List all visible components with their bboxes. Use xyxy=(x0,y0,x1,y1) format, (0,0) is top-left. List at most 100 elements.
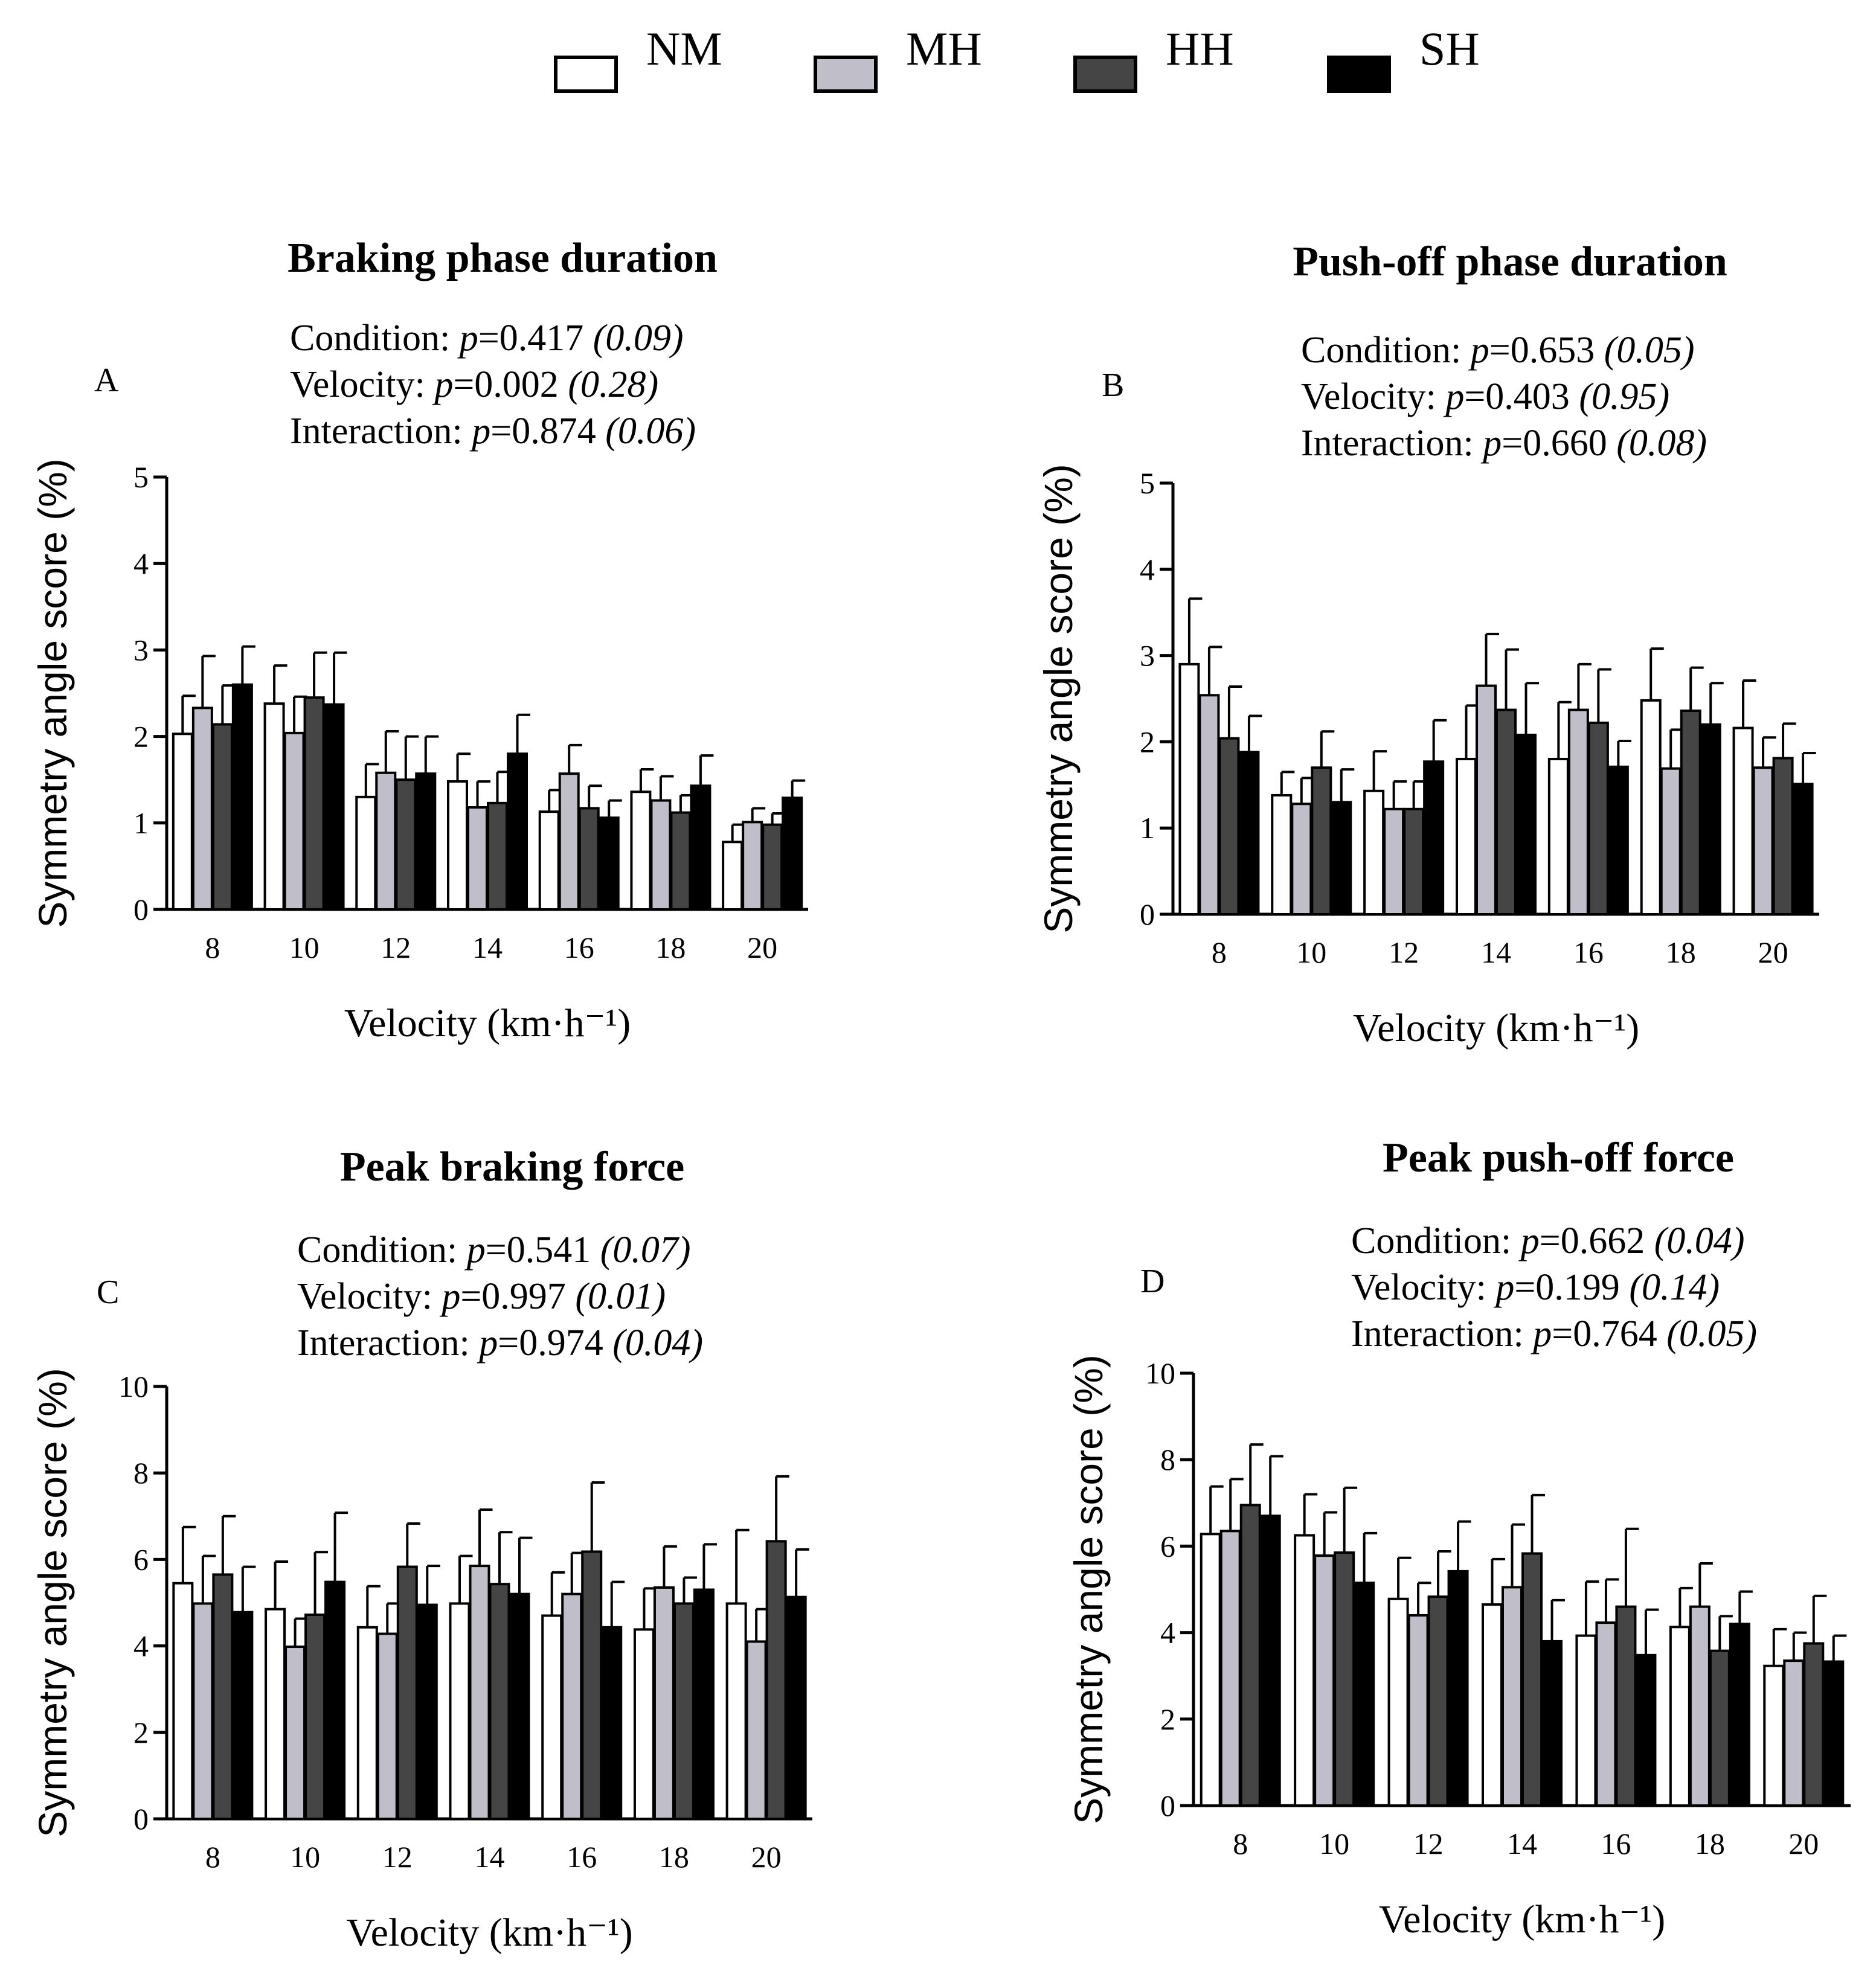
panel-c-ytick-label: 8 xyxy=(133,1456,149,1490)
legend-label-sh: SH xyxy=(1419,22,1480,75)
panel-a-bar-hh-8 xyxy=(211,723,233,911)
panel-a-bar-nm-14 xyxy=(447,780,468,911)
panel-d-bar-mh-10 xyxy=(1314,1554,1335,1807)
panel-a-xtick-label: 12 xyxy=(381,931,411,964)
panel-a-ytick-label: 3 xyxy=(133,633,149,667)
panel-d-bar-hh-20 xyxy=(1803,1642,1825,1807)
panel-b-bar-hh-12 xyxy=(1403,807,1425,916)
panel-d-title: Peak push-off force xyxy=(1383,1135,1734,1181)
legend-swatch-sh xyxy=(1327,56,1391,93)
panel-b-bar-sh-12 xyxy=(1423,760,1445,916)
panel-a-bar-mh-10 xyxy=(283,731,305,911)
panel-a-xtick-label: 18 xyxy=(655,931,686,964)
panel-b-bar-sh-14 xyxy=(1515,733,1537,915)
panel-b-bar-sh-16 xyxy=(1607,765,1629,916)
panel-d-bar-nm-16 xyxy=(1575,1634,1597,1807)
panel-d-bar-mh-18 xyxy=(1689,1605,1711,1807)
panel-d-bar-hh-10 xyxy=(1334,1551,1355,1807)
panel-b-ytick-label: 1 xyxy=(1140,811,1155,845)
panel-d-bar-hh-12 xyxy=(1427,1595,1449,1807)
panel-d-ytick-label: 4 xyxy=(1160,1616,1175,1650)
panel-b-bar-sh-18 xyxy=(1700,723,1721,915)
panel-a-ytick-label: 5 xyxy=(133,460,149,494)
panel-b-stat-1: Condition: p=0.653 (0.05) xyxy=(1301,330,1695,371)
panel-b-bar-hh-20 xyxy=(1772,757,1794,915)
panel-c-bar-hh-14 xyxy=(489,1583,510,1820)
panel-b-bar-mh-10 xyxy=(1291,803,1312,915)
panel-c-x-axis-label: Velocity (km·h⁻¹) xyxy=(346,1911,632,1955)
panel-d-bar-sh-8 xyxy=(1259,1514,1281,1807)
panel-b-bar-sh-10 xyxy=(1331,801,1352,915)
panel-a-ytick-label: 2 xyxy=(133,720,149,754)
panel-a-xtick-label: 8 xyxy=(205,931,220,964)
panel-b-letter: B xyxy=(1102,367,1124,404)
panel-a-bar-sh-20 xyxy=(782,796,803,911)
panel-b-bar-hh-14 xyxy=(1495,708,1517,915)
panel-c-ytick-label: 2 xyxy=(133,1716,149,1749)
panel-d-bar-nm-12 xyxy=(1387,1597,1409,1807)
panel-b-bar-hh-10 xyxy=(1311,766,1332,915)
panel-d-bar-nm-18 xyxy=(1669,1626,1691,1807)
panel-c-bar-nm-16 xyxy=(541,1614,563,1820)
chart-panels: Braking phase duration Condition: p=0.417… xyxy=(30,235,1851,1955)
panel-d-bar-sh-20 xyxy=(1823,1660,1845,1807)
panel-b-bar-sh-8 xyxy=(1238,751,1260,915)
panel-a-bar-hh-16 xyxy=(578,807,600,911)
panel-d-bar-hh-18 xyxy=(1709,1649,1730,1807)
panel-d-bar-mh-20 xyxy=(1783,1659,1805,1807)
panel-a-bar-mh-12 xyxy=(375,771,397,911)
panel-d-xtick-label: 16 xyxy=(1601,1827,1631,1861)
panel-a-bar-mh-8 xyxy=(191,707,213,911)
panel-c-bar-mh-8 xyxy=(192,1602,214,1820)
panel-c-bar-hh-16 xyxy=(581,1550,603,1820)
panel-b-xtick-label: 10 xyxy=(1296,935,1326,969)
panel-c-bar-mh-12 xyxy=(376,1632,398,1820)
panel-c-bar-mh-20 xyxy=(745,1640,767,1820)
panel-b-ytick-label: 2 xyxy=(1140,725,1155,758)
panel-b-bar-hh-18 xyxy=(1680,709,1701,915)
panel-a-bar-sh-8 xyxy=(231,683,253,911)
legend-label-nm: NM xyxy=(646,22,722,75)
panel-a-xtick-label: 16 xyxy=(564,931,594,964)
panel-d-stat-3: Interaction: p=0.764 (0.05) xyxy=(1351,1313,1757,1354)
panel-a-stat-2: Velocity: p=0.002 (0.28) xyxy=(290,364,658,405)
panel-c-bar-sh-10 xyxy=(324,1580,346,1821)
panel-d-ytick-label: 8 xyxy=(1160,1443,1175,1476)
panel-a-letter: A xyxy=(94,362,119,399)
panel-c-stat-1: Condition: p=0.541 (0.07) xyxy=(297,1229,691,1271)
panel-b-ytick-label: 5 xyxy=(1140,466,1155,500)
panel-d-ytick-label: 6 xyxy=(1160,1529,1175,1563)
panel-c-bar-nm-12 xyxy=(356,1626,378,1820)
panel-a-bar-nm-12 xyxy=(355,795,377,911)
panel-a-bar-sh-18 xyxy=(690,784,712,911)
panel-d-bar-sh-16 xyxy=(1635,1653,1657,1807)
panel-a-bar-nm-20 xyxy=(722,841,744,911)
panel-d-bar-mh-16 xyxy=(1595,1621,1617,1807)
chart-panel-d: Peak push-off force Condition: p=0.662 (0… xyxy=(1066,1135,1851,1941)
panel-d-bar-sh-14 xyxy=(1541,1639,1563,1807)
panel-c-xtick-label: 12 xyxy=(382,1840,413,1874)
panel-a-bar-hh-20 xyxy=(762,823,783,911)
panel-a-ytick-label: 4 xyxy=(133,546,149,580)
panel-c-bar-mh-14 xyxy=(469,1565,490,1820)
panel-a-bar-sh-16 xyxy=(598,816,620,911)
panel-d-ytick-label: 10 xyxy=(1145,1356,1175,1390)
panel-d-bar-mh-12 xyxy=(1407,1614,1429,1807)
panel-b-stat-2: Velocity: p=0.403 (0.95) xyxy=(1301,376,1669,417)
panel-d-xtick-label: 18 xyxy=(1695,1827,1725,1861)
panel-c-ytick-label: 10 xyxy=(118,1370,149,1403)
panel-b-bar-nm-16 xyxy=(1547,757,1569,915)
legend-swatch-mh xyxy=(814,56,878,93)
panel-a-bar-nm-18 xyxy=(630,790,652,911)
panel-b-bar-nm-14 xyxy=(1456,757,1477,915)
panel-a-bar-sh-10 xyxy=(323,703,345,911)
legend-label-mh: MH xyxy=(906,22,982,75)
chart-panel-b: Push-off phase duration Condition: p=0.65… xyxy=(1036,239,1819,1050)
panel-c-ytick-label: 4 xyxy=(133,1629,149,1663)
panel-a-stat-3: Interaction: p=0.874 (0.06) xyxy=(290,411,696,452)
panel-a-ytick-label: 1 xyxy=(133,806,149,840)
panel-d-ytick-label: 2 xyxy=(1160,1702,1175,1736)
panel-b-bar-mh-14 xyxy=(1476,684,1497,915)
panel-d-xtick-label: 20 xyxy=(1788,1827,1819,1861)
panel-d-bar-hh-16 xyxy=(1615,1605,1637,1807)
